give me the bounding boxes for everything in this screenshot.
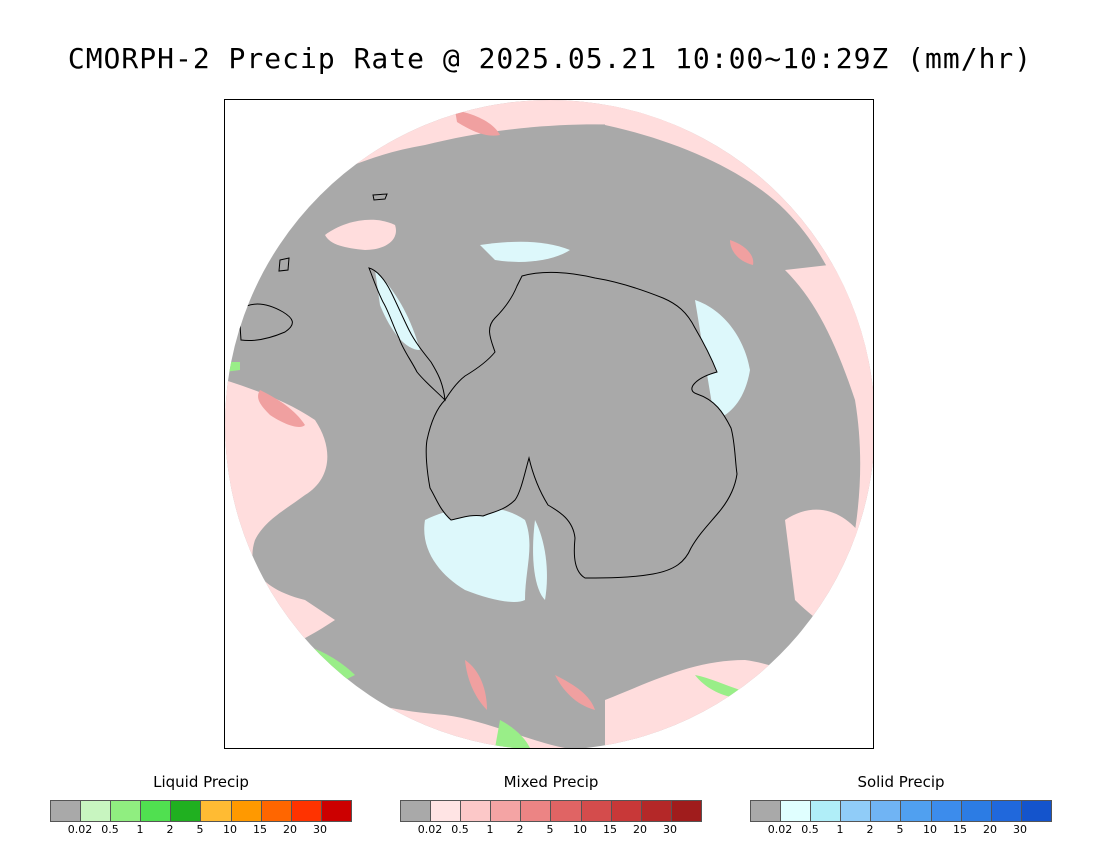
legend-swatch-solid-6	[931, 801, 962, 821]
legend-swatches-mixed	[400, 800, 702, 822]
mixed-region-east	[785, 260, 873, 580]
legend-swatch-liquid-2	[111, 801, 142, 821]
legend-tick-mixed-4: 5	[546, 823, 554, 836]
legend-swatch-mixed-4	[521, 801, 552, 821]
antarctic-peninsula	[368, 267, 446, 402]
legend-swatch-mixed-9	[671, 801, 701, 821]
legend-swatch-mixed-2	[461, 801, 492, 821]
legend-tick-solid-2: 1	[836, 823, 844, 836]
legend-tick-liquid-1: 0.5	[101, 823, 119, 836]
legend-swatch-solid-0	[751, 801, 782, 821]
solid-region-east-coast	[695, 300, 750, 420]
legend-swatch-liquid-3	[141, 801, 172, 821]
heavy-streak-1	[258, 390, 305, 427]
legend-tick-liquid-0: 0.02	[67, 823, 93, 836]
legend-swatch-solid-8	[991, 801, 1022, 821]
legend-tick-solid-8: 30	[1013, 823, 1027, 836]
legend-swatch-solid-1	[781, 801, 812, 821]
sub-antarctic-islands	[278, 193, 388, 272]
legend-tick-liquid-7: 20	[283, 823, 297, 836]
legend-tick-mixed-2: 1	[486, 823, 494, 836]
legend-tick-solid-7: 20	[983, 823, 997, 836]
legend-tick-mixed-5: 10	[573, 823, 587, 836]
solid-region-ross	[533, 520, 547, 600]
legend-tick-solid-1: 0.5	[801, 823, 819, 836]
legend-tick-liquid-2: 1	[136, 823, 144, 836]
heavy-streak-2	[455, 110, 500, 136]
map-disk	[225, 100, 873, 748]
legend-swatch-liquid-9	[321, 801, 351, 821]
legend-swatch-solid-9	[1021, 801, 1051, 821]
legend-tick-mixed-6: 15	[603, 823, 617, 836]
heavy-streak-3	[730, 240, 754, 265]
legend-swatch-mixed-3	[491, 801, 522, 821]
mixed-region-patch	[325, 219, 396, 250]
legend-swatches-solid	[750, 800, 1052, 822]
chart-title: CMORPH-2 Precip Rate @ 2025.05.21 10:00~…	[67, 42, 1033, 75]
legend-tick-liquid-4: 5	[196, 823, 204, 836]
legend-swatch-solid-7	[961, 801, 992, 821]
legend-ticks-mixed: 0.02 0.5 1 2 5 10 15 20 30	[400, 823, 700, 837]
legend-tick-liquid-5: 10	[223, 823, 237, 836]
legend-swatch-solid-2	[811, 801, 842, 821]
legend-swatch-liquid-4	[171, 801, 202, 821]
mixed-precip-heavy	[258, 110, 754, 710]
legend-tick-solid-6: 15	[953, 823, 967, 836]
legend-tick-liquid-3: 2	[166, 823, 174, 836]
legend-swatch-solid-3	[841, 801, 872, 821]
legend-ticks-liquid: 0.02 0.5 1 2 5 10 15 20 30	[50, 823, 350, 837]
solid-region-weddell	[424, 506, 530, 602]
legend-swatch-liquid-8	[291, 801, 322, 821]
legend-tick-solid-4: 5	[896, 823, 904, 836]
heavy-streak-4	[555, 675, 595, 710]
legend-swatch-mixed-1	[431, 801, 462, 821]
legend-tick-mixed-1: 0.5	[451, 823, 469, 836]
legend-swatch-solid-4	[871, 801, 902, 821]
south-america-tip	[238, 303, 293, 341]
legend-solid: Solid Precip 0.02 0.5 1 2 5 10 15 20 30	[750, 772, 1052, 837]
heavy-streak-5	[465, 660, 487, 710]
liquid-patch-southeast	[695, 675, 740, 698]
legend-swatch-liquid-0	[51, 801, 82, 821]
legend-swatches-liquid	[50, 800, 352, 822]
legend-tick-mixed-0: 0.02	[417, 823, 443, 836]
legend-swatch-mixed-6	[581, 801, 612, 821]
legend-tick-solid-3: 2	[866, 823, 874, 836]
legend-swatch-liquid-5	[201, 801, 232, 821]
liquid-patch-south	[495, 720, 530, 748]
legend-ticks-solid: 0.02 0.5 1 2 5 10 15 20 30	[750, 823, 1050, 837]
polar-map	[224, 99, 874, 749]
legend-swatch-mixed-0	[401, 801, 432, 821]
legend-swatch-mixed-8	[641, 801, 672, 821]
legend-tick-mixed-8: 30	[663, 823, 677, 836]
legend-mixed: Mixed Precip 0.02 0.5 1 2 5 10 15 20 30	[400, 772, 702, 837]
legend-tick-mixed-3: 2	[516, 823, 524, 836]
legend-liquid: Liquid Precip 0.02 0.5 1 2 5 10 15 20 30	[50, 772, 352, 837]
legend-tick-solid-5: 10	[923, 823, 937, 836]
legend-swatch-liquid-7	[261, 801, 292, 821]
legend-tick-liquid-6: 15	[253, 823, 267, 836]
legend-swatch-liquid-1	[81, 801, 112, 821]
solid-region-north-coast	[480, 241, 570, 262]
legend-tick-liquid-8: 30	[313, 823, 327, 836]
legend-tick-solid-0: 0.02	[767, 823, 793, 836]
legend-title-solid: Solid Precip	[857, 773, 945, 791]
legend-swatch-mixed-5	[551, 801, 582, 821]
legend-tick-mixed-7: 20	[633, 823, 647, 836]
map-canvas	[225, 100, 873, 748]
legend-title-liquid: Liquid Precip	[153, 773, 249, 791]
legend-swatch-liquid-6	[231, 801, 262, 821]
legend-title-mixed: Mixed Precip	[503, 773, 599, 791]
legend-swatch-solid-5	[901, 801, 932, 821]
legend-swatch-mixed-7	[611, 801, 642, 821]
